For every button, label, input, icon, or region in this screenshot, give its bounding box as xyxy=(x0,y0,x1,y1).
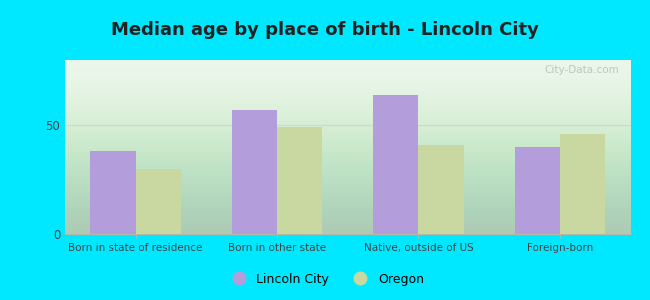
Bar xyxy=(277,128,322,234)
Text: Median age by place of birth - Lincoln City: Median age by place of birth - Lincoln C… xyxy=(111,21,539,39)
Bar xyxy=(373,95,419,234)
Bar xyxy=(515,147,560,234)
Bar xyxy=(419,145,463,234)
Bar xyxy=(136,169,181,234)
Bar xyxy=(232,110,277,234)
Text: City-Data.com: City-Data.com xyxy=(545,65,619,75)
Bar xyxy=(560,134,605,234)
Legend: Lincoln City, Oregon: Lincoln City, Oregon xyxy=(221,268,429,291)
Bar xyxy=(90,152,136,234)
